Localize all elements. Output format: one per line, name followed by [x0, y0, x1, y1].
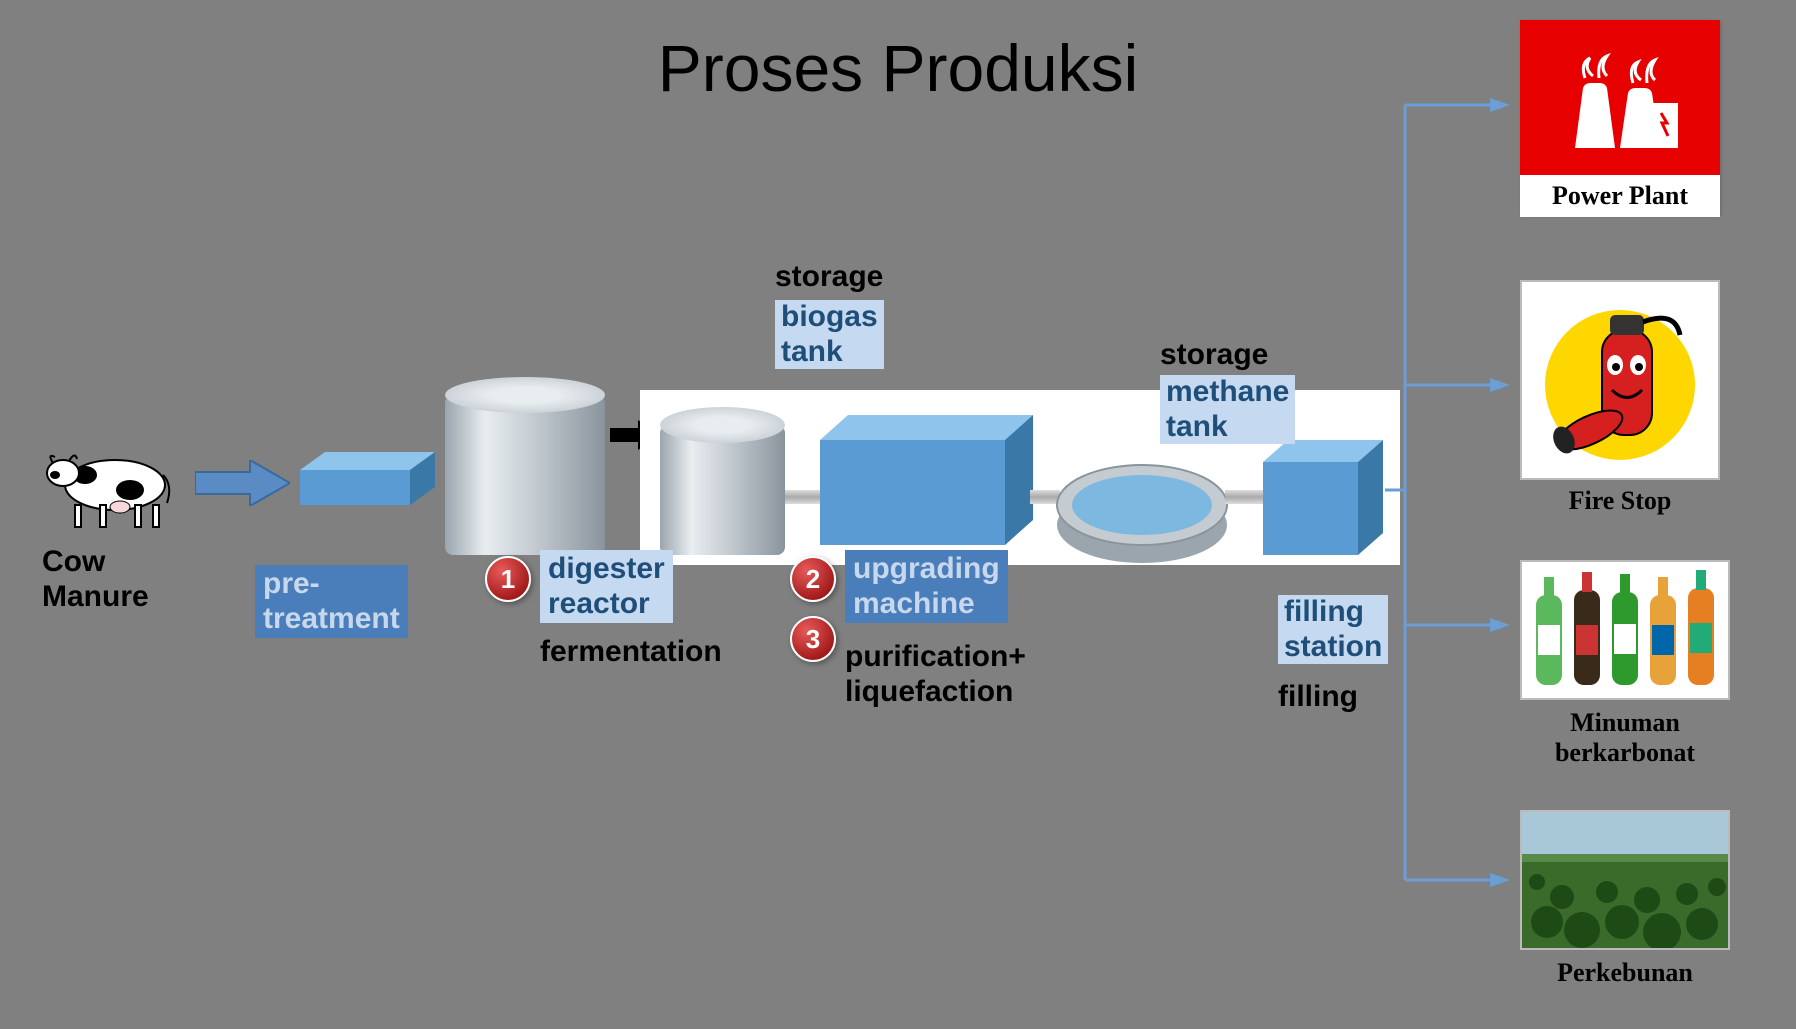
- circle-tank: [1055, 450, 1230, 570]
- fermentation-label: fermentation: [540, 635, 722, 670]
- output-arrows: [1385, 90, 1515, 900]
- plantation-label: Perkebunan: [1520, 958, 1730, 988]
- digester-cylinder: [445, 395, 605, 555]
- fire-stop-label: Fire Stop: [1520, 486, 1720, 516]
- bottle-icon: [1646, 575, 1680, 690]
- biogas-tank-label: biogas tank: [775, 300, 884, 369]
- bottle-icon: [1570, 570, 1604, 690]
- bottle-icon: [1532, 575, 1566, 690]
- bottle-icon: [1608, 572, 1642, 690]
- fire-extinguisher-icon: [1530, 290, 1710, 470]
- badge-3: 3: [790, 616, 836, 662]
- methane-tank-label: methane tank: [1160, 375, 1295, 444]
- beverage-label: Minuman berkarbonat: [1520, 708, 1730, 768]
- plantation-icon: [1522, 812, 1730, 950]
- pretreatment-label: pre- treatment: [255, 565, 408, 638]
- filling-cube: [1263, 440, 1388, 565]
- arrow-cow-to-pre: [195, 460, 290, 511]
- storage-2-label: storage: [1160, 338, 1268, 373]
- fire-stop-card: Fire Stop: [1520, 280, 1720, 516]
- filling-label: filling: [1278, 680, 1358, 715]
- purification-label: purification+ liquefaction: [845, 640, 1026, 709]
- power-plant-card: Power Plant: [1520, 20, 1720, 215]
- upgrade-box: [820, 415, 1035, 555]
- pipe-1: [785, 490, 825, 504]
- upgrading-label: upgrading machine: [845, 550, 1008, 623]
- cow-icon: [45, 435, 180, 530]
- badge-2: 2: [790, 556, 836, 602]
- plantation-card: Perkebunan: [1520, 810, 1730, 988]
- storage-cylinder: [660, 425, 785, 555]
- power-plant-label: Power Plant: [1520, 175, 1720, 217]
- digester-label: digester reactor: [540, 550, 673, 623]
- badge-1: 1: [485, 556, 531, 602]
- bottle-icon: [1684, 568, 1718, 690]
- filling-station-label: filling station: [1278, 595, 1388, 664]
- beverage-card: Minuman berkarbonat: [1520, 560, 1730, 768]
- cow-manure-label: Cow Manure: [42, 545, 149, 614]
- power-plant-icon: [1555, 38, 1685, 158]
- pipe-3: [1225, 490, 1265, 504]
- pretreatment-slab: [300, 450, 440, 515]
- storage-1-label: storage: [775, 260, 883, 295]
